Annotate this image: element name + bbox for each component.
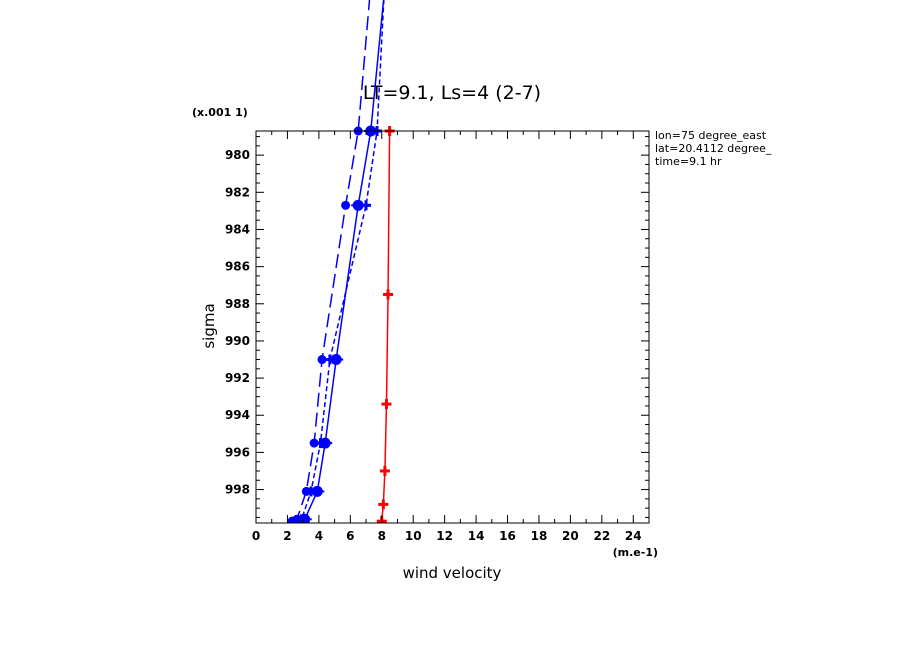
series-3-point — [324, 354, 335, 365]
series-line-4 — [381, 130, 391, 522]
series-4-point — [383, 289, 394, 300]
y-scale-note: (x.001 1) — [192, 106, 248, 119]
series-2-point — [309, 438, 319, 448]
y-tick-label: 990 — [225, 334, 250, 348]
series-2-point — [317, 355, 327, 365]
x-tick-label: 6 — [346, 529, 354, 543]
x-tick-label: 10 — [405, 529, 422, 543]
y-tick-label: 994 — [225, 408, 250, 422]
series-4-point — [379, 465, 390, 476]
x-tick-label: 18 — [531, 529, 548, 543]
x-tick-label: 0 — [252, 529, 260, 543]
series-3-point — [315, 438, 326, 449]
y-tick-label: 984 — [225, 222, 250, 236]
chart-title: LT=9.1, Ls=4 (2-7) — [363, 82, 541, 104]
tick-layer: 0 2 4 6 8 10 12 14 16 18 20 22 249809829849869889909… — [225, 131, 650, 543]
x-tick-label: 16 — [499, 529, 516, 543]
series-3-point — [306, 486, 317, 497]
x-tick-label: 14 — [468, 529, 485, 543]
x-tick-label: 2 — [283, 529, 291, 543]
y-tick-label: 996 — [225, 445, 250, 459]
series-2-point — [341, 200, 351, 210]
y-tick-label: 986 — [225, 260, 250, 274]
y-tick-label: 992 — [225, 371, 250, 385]
y-tick-label: 982 — [225, 185, 250, 199]
y-tick-label: 998 — [225, 483, 250, 497]
series-4-point — [378, 499, 389, 510]
series-line-3 — [296, 0, 385, 522]
annotation-lat: lat=20.4112 degree_ — [655, 142, 772, 155]
x-axis-label: wind velocity — [403, 564, 502, 582]
y-tick-label: 988 — [225, 297, 250, 311]
x-tick-label: 12 — [436, 529, 453, 543]
x-tick-label: 4 — [315, 529, 323, 543]
x-tick-label: 24 — [625, 529, 642, 543]
x-tick-label: 22 — [593, 529, 610, 543]
y-tick-label: 980 — [225, 148, 250, 162]
y-axis-label: sigma — [200, 303, 218, 348]
series-4-point — [381, 399, 392, 410]
x-tick-label: 8 — [378, 529, 386, 543]
series-layer — [287, 0, 395, 523]
series-3-point — [361, 200, 372, 211]
series-line-2 — [291, 0, 371, 522]
annotation-lon: lon=75 degree_east — [655, 129, 767, 142]
plot-frame — [255, 130, 650, 524]
annotation-time: time=9.1 hr — [655, 155, 722, 168]
x-scale-note: (m.e-1) — [613, 546, 658, 559]
x-tick-label: 20 — [562, 529, 579, 543]
